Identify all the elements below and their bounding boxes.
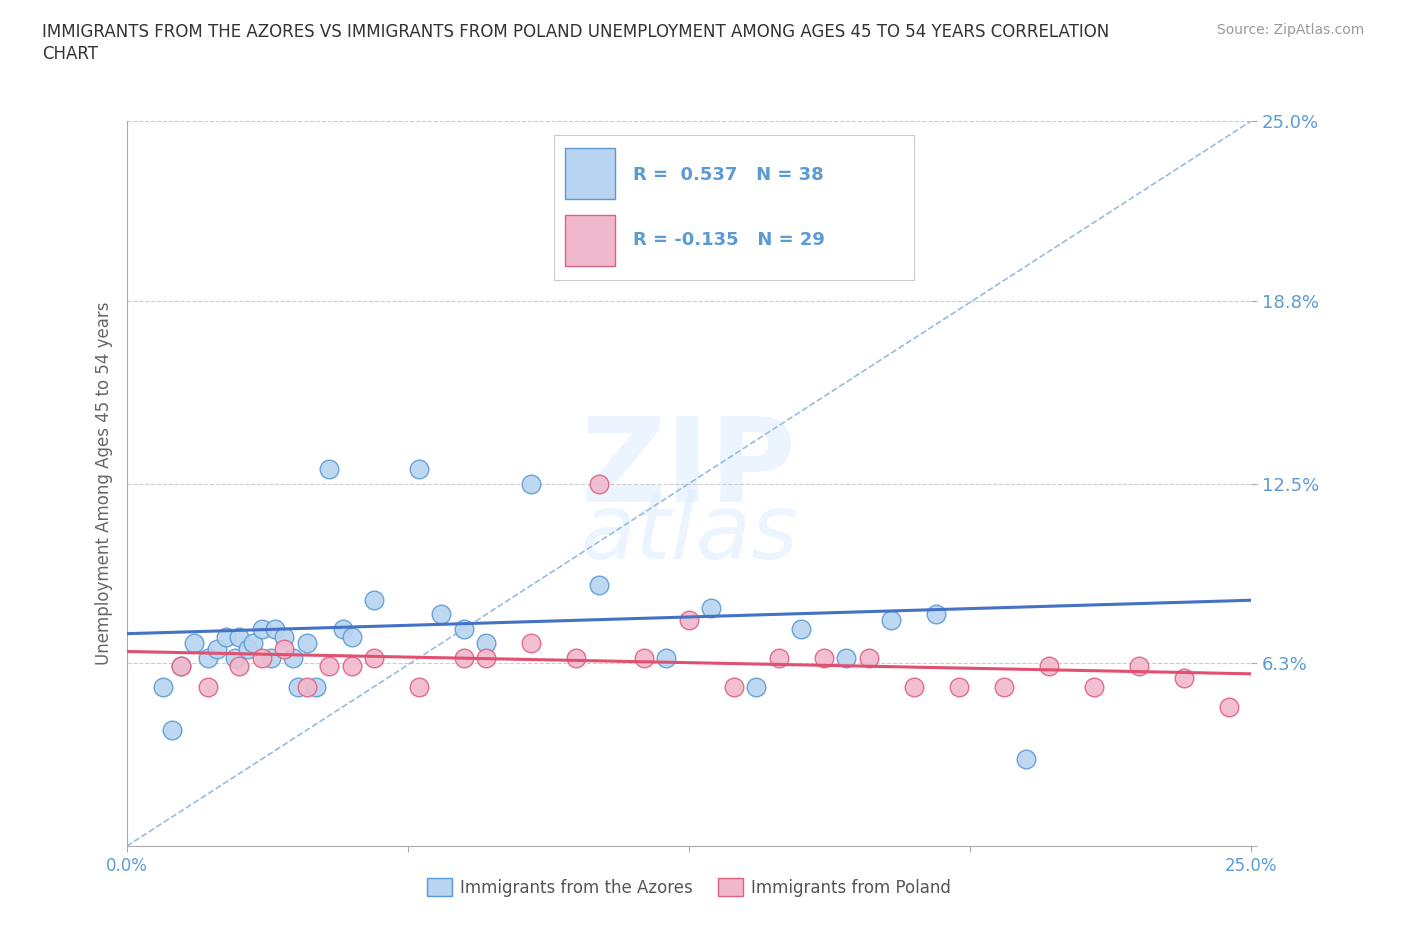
Point [318, 659, 340, 674]
Text: atlas: atlas [579, 490, 799, 578]
Point [453, 650, 475, 665]
Point [903, 679, 925, 694]
Point [678, 613, 700, 628]
Point [197, 679, 219, 694]
Point [273, 630, 295, 644]
Point [948, 679, 970, 694]
Point [273, 642, 295, 657]
Point [723, 679, 745, 694]
Point [363, 592, 385, 607]
Point [1218, 699, 1240, 714]
Point [250, 650, 273, 665]
Point [205, 642, 228, 657]
Point [520, 476, 543, 491]
Point [1038, 659, 1060, 674]
Point [1083, 679, 1105, 694]
Point [408, 679, 430, 694]
Point [281, 650, 304, 665]
Point [259, 650, 281, 665]
Point [295, 679, 318, 694]
Text: CHART: CHART [42, 45, 98, 62]
Point [228, 659, 250, 674]
Point [588, 578, 610, 592]
Point [745, 679, 768, 694]
Point [152, 679, 174, 694]
Point [813, 650, 835, 665]
Text: ZIP: ZIP [581, 412, 797, 526]
Point [236, 642, 259, 657]
Text: Source: ZipAtlas.com: Source: ZipAtlas.com [1216, 23, 1364, 37]
Point [993, 679, 1015, 694]
Point [790, 621, 813, 636]
Point [655, 650, 678, 665]
Point [858, 650, 880, 665]
Point [565, 650, 588, 665]
Legend: Immigrants from the Azores, Immigrants from Poland: Immigrants from the Azores, Immigrants f… [420, 871, 957, 903]
Point [340, 659, 363, 674]
Point [520, 636, 543, 651]
Point [304, 679, 326, 694]
Point [318, 461, 340, 476]
Point [169, 659, 191, 674]
Point [264, 621, 287, 636]
Point [214, 630, 236, 644]
Point [160, 723, 183, 737]
Point [224, 650, 246, 665]
Point [1173, 671, 1195, 685]
Point [475, 650, 498, 665]
Y-axis label: Unemployment Among Ages 45 to 54 years: Unemployment Among Ages 45 to 54 years [94, 302, 112, 665]
Point [700, 601, 723, 616]
Point [169, 659, 191, 674]
Point [242, 636, 264, 651]
Point [363, 650, 385, 665]
Point [340, 630, 363, 644]
Point [287, 679, 309, 694]
Point [588, 476, 610, 491]
Point [1128, 659, 1150, 674]
Point [835, 650, 858, 665]
Point [332, 621, 354, 636]
Point [430, 606, 453, 621]
Point [228, 630, 250, 644]
Point [1015, 751, 1038, 766]
Point [408, 461, 430, 476]
Point [475, 636, 498, 651]
Point [925, 606, 948, 621]
Point [880, 613, 903, 628]
Point [250, 621, 273, 636]
Point [295, 636, 318, 651]
Point [453, 621, 475, 636]
Point [197, 650, 219, 665]
Point [565, 259, 588, 273]
Point [768, 650, 790, 665]
Text: IMMIGRANTS FROM THE AZORES VS IMMIGRANTS FROM POLAND UNEMPLOYMENT AMONG AGES 45 : IMMIGRANTS FROM THE AZORES VS IMMIGRANTS… [42, 23, 1109, 41]
Point [633, 650, 655, 665]
Point [183, 636, 205, 651]
